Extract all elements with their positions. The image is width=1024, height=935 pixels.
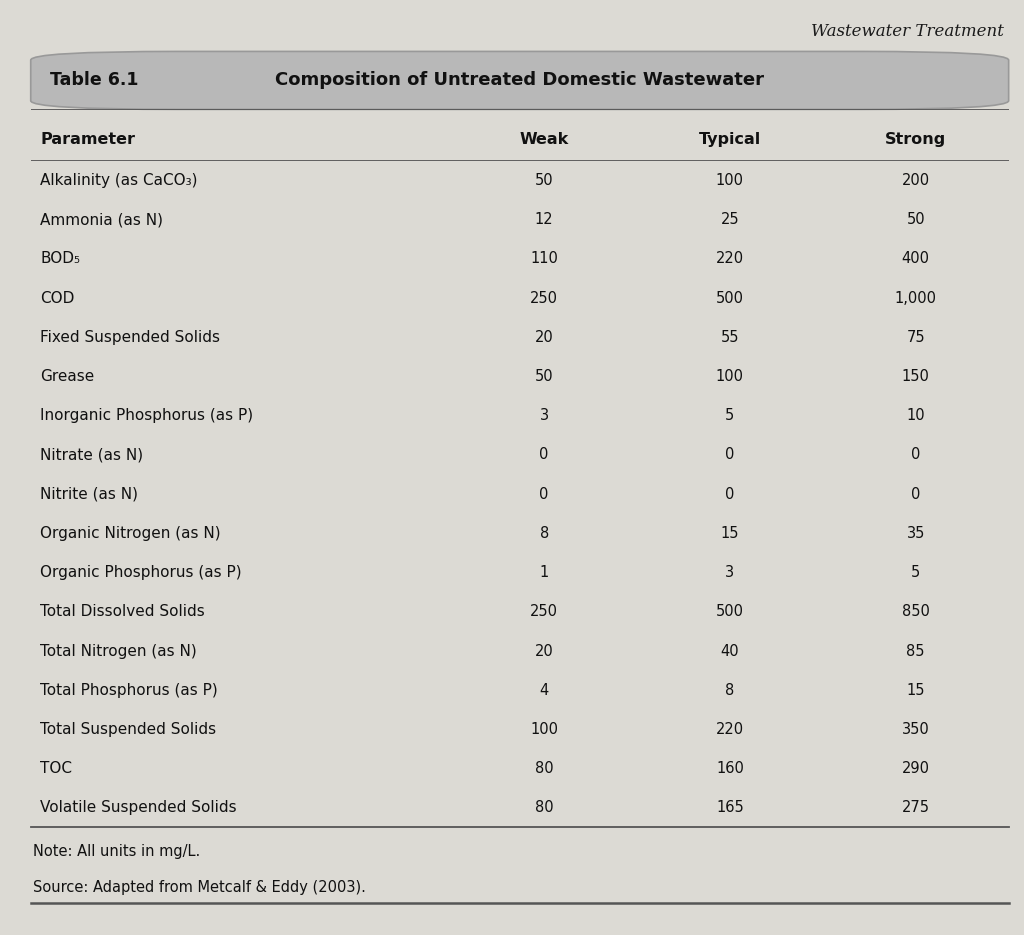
- Text: 75: 75: [906, 330, 925, 345]
- Text: 1: 1: [540, 565, 549, 580]
- Text: Source: Adapted from Metcalf & Eddy (2003).: Source: Adapted from Metcalf & Eddy (200…: [33, 880, 366, 895]
- Text: Organic Nitrogen (as N): Organic Nitrogen (as N): [41, 525, 221, 540]
- Text: 100: 100: [530, 722, 558, 737]
- Text: 55: 55: [721, 330, 739, 345]
- Text: 40: 40: [721, 643, 739, 658]
- Text: 165: 165: [716, 800, 743, 815]
- Text: Alkalinity (as CaCO₃): Alkalinity (as CaCO₃): [41, 173, 198, 188]
- Text: Total Suspended Solids: Total Suspended Solids: [41, 722, 217, 737]
- Text: 400: 400: [902, 252, 930, 266]
- Text: Total Phosphorus (as P): Total Phosphorus (as P): [41, 683, 218, 698]
- Text: 250: 250: [530, 604, 558, 619]
- Text: 5: 5: [725, 409, 734, 424]
- Text: 20: 20: [535, 330, 554, 345]
- Text: Total Dissolved Solids: Total Dissolved Solids: [41, 604, 205, 619]
- Text: 3: 3: [540, 409, 549, 424]
- Text: 850: 850: [902, 604, 930, 619]
- Text: 5: 5: [911, 565, 921, 580]
- Text: 160: 160: [716, 761, 743, 776]
- Text: 50: 50: [535, 369, 553, 384]
- Text: 10: 10: [906, 409, 925, 424]
- Text: 275: 275: [902, 800, 930, 815]
- FancyBboxPatch shape: [31, 51, 1009, 109]
- Text: Weak: Weak: [519, 132, 568, 147]
- Text: 15: 15: [906, 683, 925, 698]
- Text: 150: 150: [902, 369, 930, 384]
- Text: 1,000: 1,000: [895, 291, 937, 306]
- Text: 200: 200: [902, 173, 930, 188]
- Text: Ammonia (as N): Ammonia (as N): [41, 212, 164, 227]
- Text: 15: 15: [721, 525, 739, 540]
- Text: 500: 500: [716, 291, 743, 306]
- Text: BOD₅: BOD₅: [41, 252, 81, 266]
- Text: Nitrite (as N): Nitrite (as N): [41, 486, 138, 502]
- Text: 500: 500: [716, 604, 743, 619]
- Text: 8: 8: [540, 525, 549, 540]
- Text: 80: 80: [535, 800, 553, 815]
- Text: Wastewater Treatment: Wastewater Treatment: [811, 23, 1004, 40]
- Text: TOC: TOC: [41, 761, 73, 776]
- Text: 3: 3: [725, 565, 734, 580]
- Text: 220: 220: [716, 252, 744, 266]
- Text: Inorganic Phosphorus (as P): Inorganic Phosphorus (as P): [41, 409, 254, 424]
- Text: 80: 80: [535, 761, 553, 776]
- Text: 220: 220: [716, 722, 744, 737]
- Text: Table 6.1: Table 6.1: [50, 71, 139, 90]
- Text: Composition of Untreated Domestic Wastewater: Composition of Untreated Domestic Wastew…: [275, 71, 764, 90]
- Text: 25: 25: [721, 212, 739, 227]
- Text: 50: 50: [535, 173, 553, 188]
- Text: 0: 0: [540, 448, 549, 463]
- Text: 12: 12: [535, 212, 553, 227]
- Text: 0: 0: [725, 448, 734, 463]
- Text: 0: 0: [540, 486, 549, 502]
- Text: 250: 250: [530, 291, 558, 306]
- Text: 100: 100: [716, 369, 743, 384]
- Text: 0: 0: [725, 486, 734, 502]
- Text: 20: 20: [535, 643, 554, 658]
- Text: Total Nitrogen (as N): Total Nitrogen (as N): [41, 643, 198, 658]
- Text: 35: 35: [906, 525, 925, 540]
- Text: 0: 0: [911, 486, 921, 502]
- Text: 4: 4: [540, 683, 549, 698]
- Text: 100: 100: [716, 173, 743, 188]
- Text: Strong: Strong: [885, 132, 946, 147]
- Text: 290: 290: [902, 761, 930, 776]
- Text: Fixed Suspended Solids: Fixed Suspended Solids: [41, 330, 220, 345]
- Text: Grease: Grease: [41, 369, 95, 384]
- Text: Nitrate (as N): Nitrate (as N): [41, 448, 143, 463]
- Text: Organic Phosphorus (as P): Organic Phosphorus (as P): [41, 565, 242, 580]
- Text: Parameter: Parameter: [41, 132, 135, 147]
- Text: 110: 110: [530, 252, 558, 266]
- Text: Typical: Typical: [698, 132, 761, 147]
- Text: Note: All units in mg/L.: Note: All units in mg/L.: [33, 844, 200, 859]
- Text: 85: 85: [906, 643, 925, 658]
- Text: COD: COD: [41, 291, 75, 306]
- Text: 8: 8: [725, 683, 734, 698]
- Text: 50: 50: [906, 212, 925, 227]
- Text: 0: 0: [911, 448, 921, 463]
- Text: 350: 350: [902, 722, 930, 737]
- Text: Volatile Suspended Solids: Volatile Suspended Solids: [41, 800, 238, 815]
